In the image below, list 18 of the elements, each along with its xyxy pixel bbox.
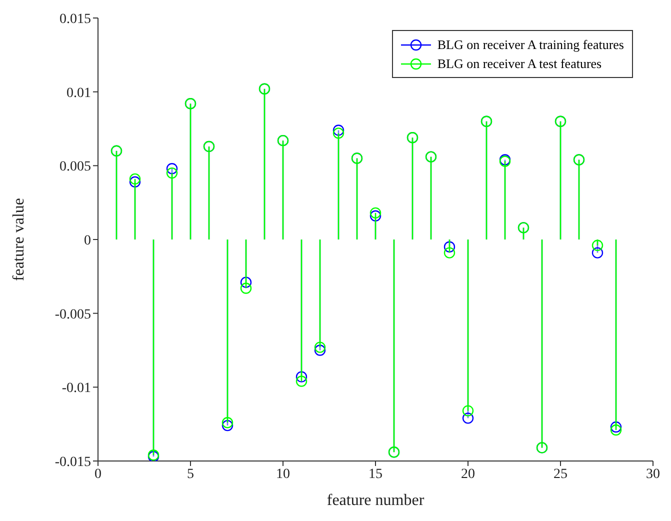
legend-label: BLG on receiver A training features — [437, 36, 624, 54]
x-tick-label: 25 — [554, 466, 568, 482]
x-tick-label: 5 — [187, 466, 194, 482]
y-tick-label: -0.005 — [54, 307, 91, 322]
x-tick-label: 0 — [94, 466, 102, 482]
y-tick-label: -0.015 — [54, 454, 91, 470]
x-axis-title: feature number — [326, 492, 425, 509]
y-tick-label: -0.01 — [62, 381, 91, 396]
y-axis-title: feature value — [10, 198, 28, 282]
y-tick-label: 0 — [84, 233, 91, 248]
legend-label: BLG on receiver A test features — [437, 55, 602, 73]
x-tick-label: 15 — [368, 466, 382, 482]
x-tick-label: 20 — [461, 466, 475, 482]
y-tick-label: 0.015 — [60, 12, 91, 27]
x-tick-label: 10 — [276, 466, 290, 482]
y-tick-label: 0.005 — [60, 160, 91, 175]
x-tick-label: 30 — [646, 466, 660, 482]
y-tick-label: 0.01 — [66, 86, 91, 101]
